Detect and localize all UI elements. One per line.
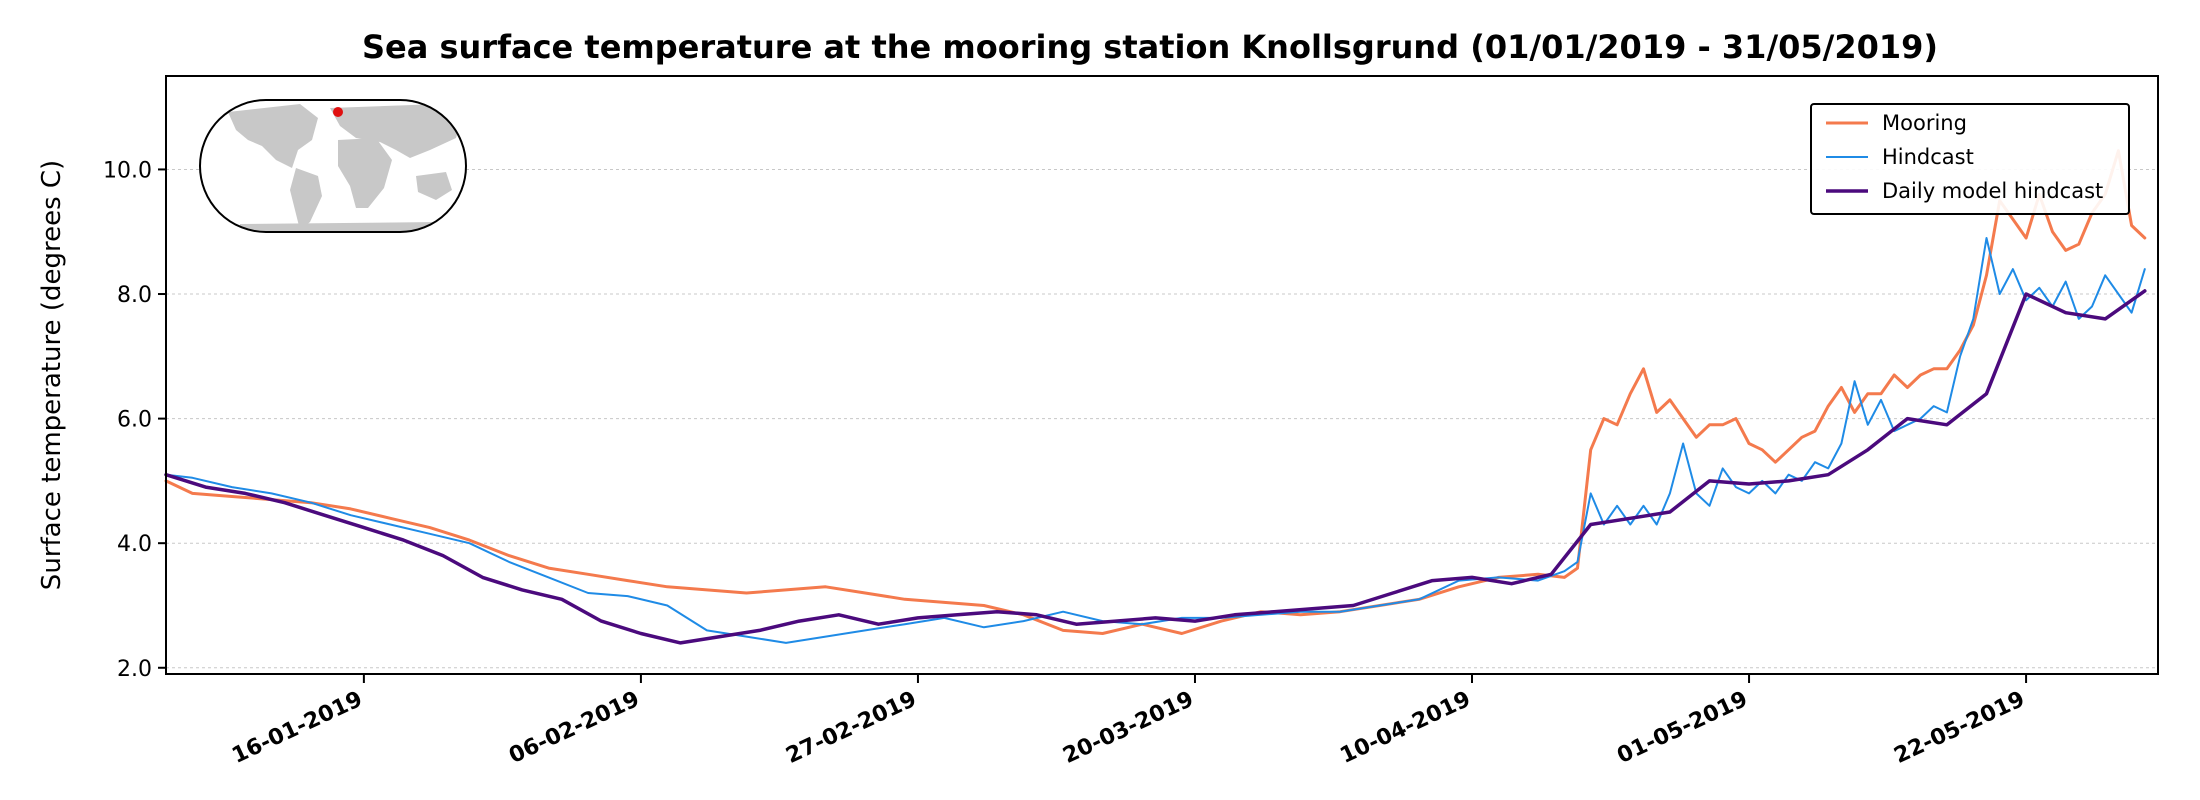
legend-box [1810, 103, 2130, 215]
x-tick-label: 20-03-2019 [1059, 687, 1197, 769]
axes: 2.0 4.0 6.0 8.0 10.0 16-01-2019 06-02-2019 27-0… [103, 158, 2029, 768]
x-tick-label: 01-05-2019 [1613, 687, 1751, 769]
x-tick-label: 10-04-2019 [1336, 687, 1474, 769]
plot-frame [165, 75, 2159, 675]
series-line-daily-model-hindcast [164, 289, 2147, 645]
y-axis-label: Surface temperature (degrees C) [37, 160, 67, 590]
inset-world-map [199, 99, 467, 233]
legend-label-mooring: Mooring [1882, 111, 1967, 135]
station-marker [333, 107, 343, 117]
x-tick-label: 22-05-2019 [1891, 687, 2029, 769]
y-tick-label: 10.0 [103, 158, 152, 183]
y-tick-label: 8.0 [117, 283, 152, 308]
series-lines [164, 149, 2147, 645]
series-line-mooring [164, 149, 2147, 635]
x-tick-label: 16-01-2019 [228, 687, 366, 769]
y-tick-label: 6.0 [117, 408, 152, 433]
y-tick-label: 2.0 [117, 657, 152, 682]
x-tick-label: 27-02-2019 [782, 687, 920, 769]
y-tick-label: 4.0 [117, 532, 152, 557]
x-tick-label: 06-02-2019 [505, 687, 643, 769]
chart-title: Sea surface temperature at the mooring s… [362, 28, 1938, 66]
legend-label-hindcast: Hindcast [1882, 145, 1974, 169]
series-line-hindcast [165, 237, 2146, 644]
grid [166, 168, 2158, 669]
legend: Mooring Hindcast Daily model hindcast [1810, 103, 2130, 215]
legend-label-daily-model-hindcast: Daily model hindcast [1882, 179, 2103, 203]
